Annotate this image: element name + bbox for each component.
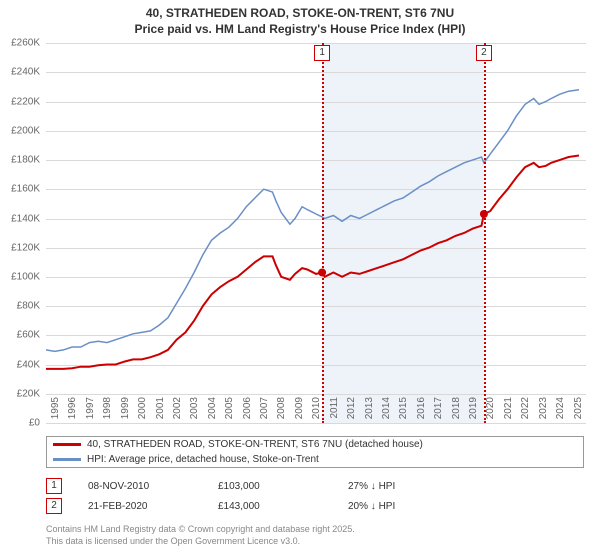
legend-row: 40, STRATHEDEN ROAD, STOKE-ON-TRENT, ST6…: [47, 437, 583, 452]
info-marker-box: 1: [46, 478, 62, 494]
info-price: £103,000: [218, 481, 348, 492]
info-row: 2 21-FEB-2020£143,00020% ↓ HPI: [46, 496, 582, 516]
y-tick-label: £0: [0, 418, 40, 429]
marker-line: [322, 43, 324, 423]
legend-row: HPI: Average price, detached house, Stok…: [47, 452, 583, 467]
y-tick-label: £260K: [0, 38, 40, 49]
info-marker-box: 2: [46, 498, 62, 514]
footer-attribution: Contains HM Land Registry data © Crown c…: [46, 524, 355, 547]
title-line-1: 40, STRATHEDEN ROAD, STOKE-ON-TRENT, ST6…: [146, 6, 454, 20]
legend-label: 40, STRATHEDEN ROAD, STOKE-ON-TRENT, ST6…: [87, 439, 423, 450]
y-tick-label: £100K: [0, 272, 40, 283]
legend-swatch: [53, 443, 81, 446]
info-price: £143,000: [218, 501, 348, 512]
footer-line-1: Contains HM Land Registry data © Crown c…: [46, 524, 355, 534]
y-tick-label: £160K: [0, 184, 40, 195]
y-tick-label: £40K: [0, 359, 40, 370]
info-table: 1 08-NOV-2010£103,00027% ↓ HPI 2 21-FEB-202…: [46, 476, 582, 516]
line-series: [46, 43, 586, 423]
y-tick-label: £20K: [0, 388, 40, 399]
legend-label: HPI: Average price, detached house, Stok…: [87, 454, 319, 465]
marker-line: [484, 43, 486, 423]
title-line-2: Price paid vs. HM Land Registry's House …: [135, 22, 466, 36]
series-hpi: [46, 90, 579, 352]
y-tick-label: £200K: [0, 125, 40, 136]
y-tick-label: £180K: [0, 155, 40, 166]
marker-number-box: 2: [476, 45, 492, 61]
footer-line-2: This data is licensed under the Open Gov…: [46, 536, 300, 546]
y-tick-label: £220K: [0, 96, 40, 107]
y-tick-label: £240K: [0, 67, 40, 78]
legend: 40, STRATHEDEN ROAD, STOKE-ON-TRENT, ST6…: [46, 436, 584, 468]
y-tick-label: £80K: [0, 301, 40, 312]
marker-number-box: 1: [314, 45, 330, 61]
info-date: 08-NOV-2010: [88, 481, 218, 492]
info-row: 1 08-NOV-2010£103,00027% ↓ HPI: [46, 476, 582, 496]
chart-title: 40, STRATHEDEN ROAD, STOKE-ON-TRENT, ST6…: [0, 0, 600, 37]
info-delta: 20% ↓ HPI: [348, 501, 478, 512]
chart-container: 40, STRATHEDEN ROAD, STOKE-ON-TRENT, ST6…: [0, 0, 600, 560]
legend-swatch: [53, 458, 81, 461]
y-tick-label: £60K: [0, 330, 40, 341]
y-tick-label: £140K: [0, 213, 40, 224]
chart-plot-area: £0£20K£40K£60K£80K£100K£120K£140K£160K£1…: [46, 43, 586, 423]
info-delta: 27% ↓ HPI: [348, 481, 478, 492]
y-tick-label: £120K: [0, 242, 40, 253]
info-date: 21-FEB-2020: [88, 501, 218, 512]
